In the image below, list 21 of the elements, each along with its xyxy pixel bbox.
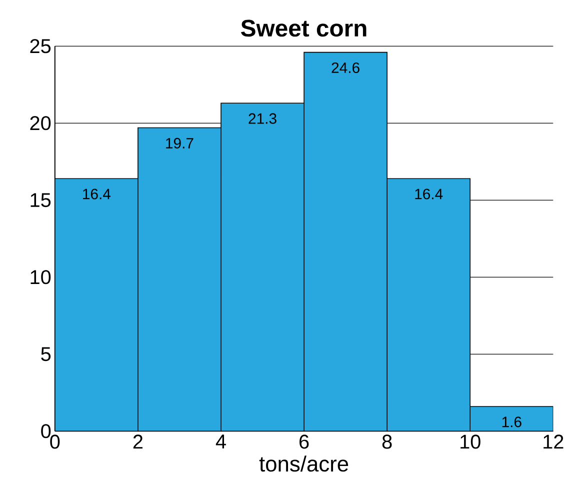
y-tick-label: 20 xyxy=(30,116,51,130)
y-tick-label: 0 xyxy=(41,424,51,438)
x-tick-label: 4 xyxy=(216,434,226,448)
x-tick-label: 12 xyxy=(544,434,564,448)
x-tick-label: 10 xyxy=(460,434,480,449)
data-label: 24.6 xyxy=(332,62,360,73)
data-label: 16.4 xyxy=(415,188,443,200)
y-tick-label: 5 xyxy=(41,347,51,361)
data-label: 21.3 xyxy=(248,113,276,124)
data-label: 16.4 xyxy=(83,188,111,200)
x-tick-label: 8 xyxy=(382,434,392,449)
x-tick-label: 0 xyxy=(50,434,60,449)
y-tick-label: 25 xyxy=(30,38,51,54)
x-axis-title: tons/acre xyxy=(259,455,348,472)
data-label: 19.7 xyxy=(166,138,194,148)
chart-title: Sweet corn xyxy=(241,20,366,37)
data-label: 1.6 xyxy=(502,416,522,428)
x-tick-label: 2 xyxy=(133,434,142,448)
x-tick-label: 6 xyxy=(300,434,309,449)
y-tick-label: 15 xyxy=(30,193,51,207)
y-tick-label: 10 xyxy=(30,270,51,284)
